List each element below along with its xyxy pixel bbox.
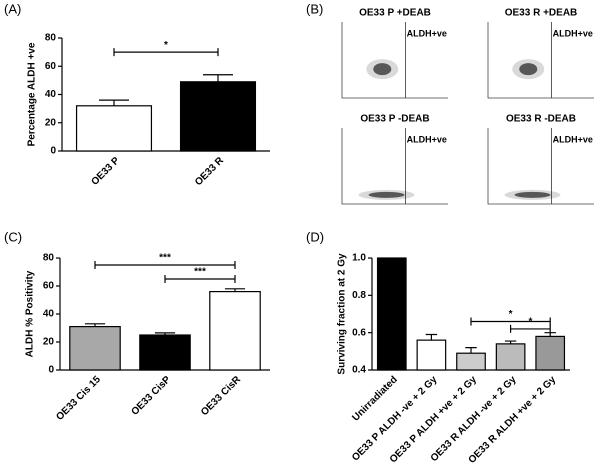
y-tick-label: 80: [45, 33, 57, 44]
significance-label: *: [509, 309, 513, 320]
significance-bracket: [470, 317, 551, 326]
gate-label: ALDH+ve: [407, 134, 447, 144]
plot-axes: [341, 22, 448, 99]
panel-label: (C): [4, 229, 22, 244]
bar: [456, 352, 486, 371]
bar: [209, 291, 261, 371]
y-tick-label: 40: [43, 309, 55, 320]
significance-bracket: [510, 324, 551, 333]
x-tick-label: OE33 R: [193, 155, 226, 188]
plot-axes: [487, 128, 594, 205]
y-tick-label: 0.8: [352, 290, 366, 301]
significance-bracket: [164, 275, 236, 283]
plot-axes: [341, 128, 448, 205]
y-tick-label: 20: [45, 117, 57, 128]
error-bar: [425, 333, 438, 341]
error-bar: [203, 74, 233, 82]
y-tick-label: 80: [43, 253, 55, 264]
y-tick-label: 0: [50, 146, 56, 157]
bar: [75, 105, 153, 152]
y-tick-label: 60: [43, 281, 55, 292]
x-tick-label: OE33 P: [89, 155, 122, 188]
plot-title: OE33 R +DEAB: [505, 8, 578, 19]
significance-bracket: [113, 48, 219, 57]
error-bar: [154, 332, 176, 335]
gate-label: ALDH+ve: [553, 134, 593, 144]
error-bar: [99, 99, 129, 106]
significance-label: *: [528, 317, 532, 328]
cell-cloud: [373, 63, 392, 76]
cell-cloud: [519, 63, 538, 76]
y-axis-label: ALDH % Positivity: [25, 270, 36, 357]
y-tick-label: 1.0: [352, 253, 366, 264]
gate-label: ALDH+ve: [553, 28, 593, 38]
y-tick-label: 40: [45, 89, 57, 100]
error-bar: [504, 340, 517, 344]
cell-cloud: [514, 191, 551, 198]
significance-label: *: [164, 40, 168, 51]
bar: [139, 334, 191, 371]
panel-label: (B): [306, 1, 323, 16]
plot-axes: [487, 22, 594, 99]
error-bar: [84, 323, 106, 327]
bar: [69, 326, 121, 371]
error-bar: [224, 288, 246, 292]
significance-label: ***: [159, 253, 171, 264]
bar: [535, 335, 566, 371]
plot-title: OE33 P +DEAB: [359, 8, 431, 19]
plot-title: OE33 P -DEAB: [360, 114, 429, 125]
gate-label: ALDH+ve: [407, 28, 447, 38]
y-tick-label: 20: [43, 337, 55, 348]
y-tick-label: 0.6: [352, 327, 366, 338]
bar: [179, 81, 257, 152]
plot-title: OE33 R -DEAB: [506, 114, 576, 125]
y-axis-label: Percentage ALDH +ve: [27, 42, 38, 146]
y-tick-label: 60: [45, 61, 57, 72]
x-tick-label: OE33 CisR: [199, 374, 243, 418]
x-tick-label: OE33 CisP: [129, 374, 173, 418]
panel-label: (A): [4, 1, 21, 16]
y-tick-label: 0: [48, 365, 54, 376]
panel-label: (D): [306, 229, 324, 244]
bar: [416, 339, 447, 371]
error-bar: [465, 347, 477, 354]
y-axis-label: Surviving fraction at 2 Gy: [337, 253, 348, 375]
y-tick-label: 0.4: [352, 365, 366, 376]
x-tick-label: OE33 Cis 15: [54, 374, 103, 423]
bar: [376, 257, 407, 371]
cell-cloud: [368, 191, 405, 198]
significance-label: ***: [194, 267, 206, 278]
bar: [495, 343, 526, 371]
significance-bracket: [94, 261, 236, 269]
